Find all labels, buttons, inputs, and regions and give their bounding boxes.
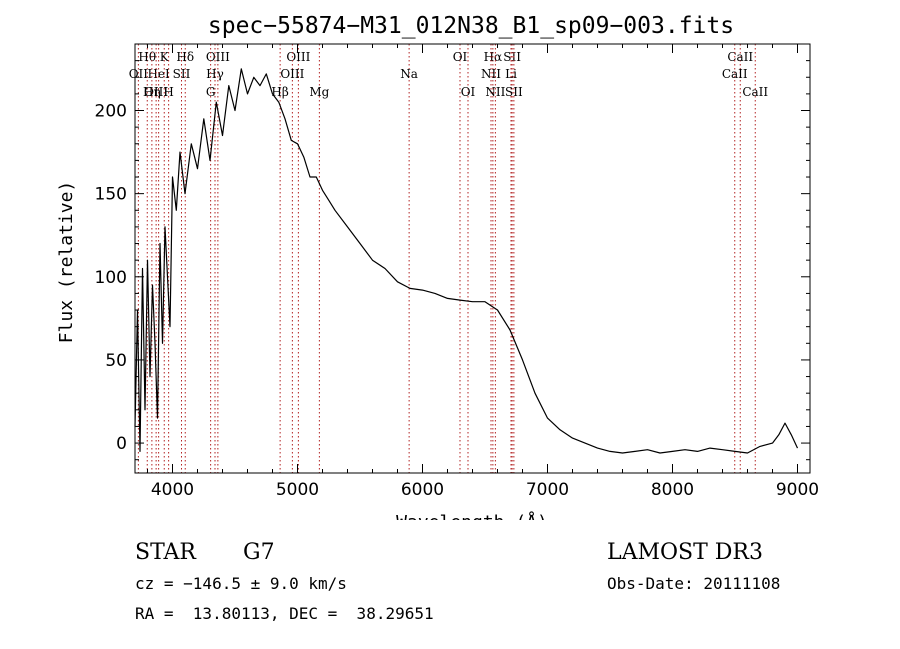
marker-label-17: OI (453, 50, 468, 64)
marker-label-4: Hη (143, 85, 161, 99)
subclass-label: G7 (243, 540, 275, 565)
marker-label-18: OI (461, 85, 476, 99)
y-tick-label-0: 0 (116, 434, 127, 454)
marker-label-5: K (160, 50, 170, 64)
marker-label-10: Hγ (206, 67, 224, 81)
y-tick-label-3: 150 (95, 185, 127, 205)
marker-label-26: CaII (722, 67, 748, 81)
x-tick-label-2: 6000 (401, 480, 444, 500)
spectrum-line (134, 68, 799, 454)
marker-label-11: G (206, 85, 216, 99)
marker-label-19: Hα (484, 50, 503, 64)
marker-label-22: SII (503, 50, 521, 64)
marker-label-3: OIII (144, 85, 168, 99)
survey-label: LAMOST DR3 (607, 540, 763, 565)
x-tick-label-1: 5000 (276, 480, 319, 500)
marker-label-20: NII (481, 67, 501, 81)
marker-label-23: Li (505, 67, 517, 81)
marker-label-21: NII (485, 85, 505, 99)
obs-date-text: Obs-Date: 20111108 (607, 574, 781, 593)
marker-label-2: HeI (147, 67, 170, 81)
x-tick-label-3: 7000 (526, 480, 569, 500)
x-tick-label-5: 9000 (776, 480, 819, 500)
marker-label-6: SII (173, 67, 191, 81)
marker-label-0: Hθ (138, 50, 156, 64)
marker-label-12: Hβ (271, 85, 288, 99)
class-label: STAR (135, 540, 196, 565)
marker-label-14: OIII (280, 67, 304, 81)
x-axis: 4000 5000 6000 7000 8000 9000 (147, 44, 819, 500)
marker-label-24: SII (505, 85, 523, 99)
y-axis-label: Flux (relative) (56, 181, 77, 344)
marker-label-7: H (163, 85, 173, 99)
redshift-text: cz = −146.5 ± 9.0 km/s (135, 574, 347, 593)
plot-frame (134, 43, 811, 474)
x-axis-label: Wavelength (Å) (396, 511, 548, 520)
spectrum-chart: spec−55874−M31_012N38_B1_sp09−003.fits H… (56, 13, 819, 520)
marker-label-9: OIII (206, 50, 230, 64)
y-tick-label-4: 200 (95, 102, 127, 122)
y-axis: 0 50 100 150 200 (95, 60, 810, 461)
coords-text: RA = 13.80113, DEC = 38.29651 (135, 604, 434, 623)
chart-title: spec−55874−M31_012N38_B1_sp09−003.fits (208, 13, 734, 39)
marker-label-15: Mg (309, 85, 329, 99)
marker-label-8: Hδ (176, 50, 194, 64)
x-tick-label-0: 4000 (151, 480, 194, 500)
marker-label-1: OII (129, 67, 149, 81)
y-tick-label-1: 50 (105, 351, 127, 371)
y-tick-label-2: 100 (95, 268, 127, 288)
marker-label-27: CaII (742, 85, 768, 99)
marker-label-16: Na (400, 67, 418, 81)
marker-label-13: OIII (286, 50, 310, 64)
marker-label-25: CaII (727, 50, 753, 64)
x-tick-label-4: 8000 (651, 480, 694, 500)
